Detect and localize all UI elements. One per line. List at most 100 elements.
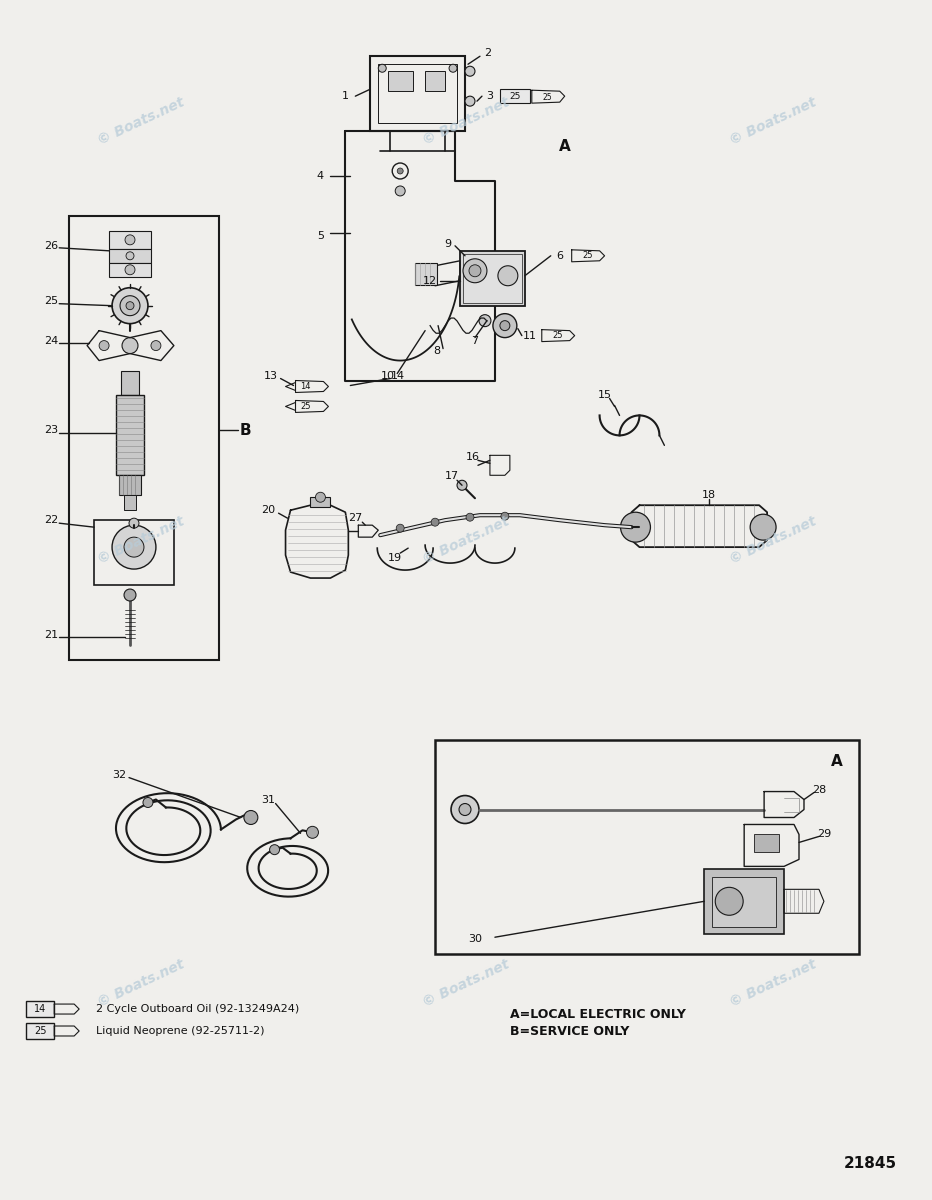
Text: © Boats.net: © Boats.net — [727, 95, 818, 148]
Text: Liquid Neoprene (92-25711-2): Liquid Neoprene (92-25711-2) — [96, 1026, 265, 1036]
Circle shape — [469, 265, 481, 277]
Circle shape — [465, 96, 475, 106]
Text: 26: 26 — [44, 241, 59, 251]
Text: 6: 6 — [556, 251, 563, 260]
Bar — [463, 254, 522, 302]
Text: 1: 1 — [342, 91, 349, 101]
Circle shape — [449, 65, 457, 72]
Text: 2: 2 — [485, 48, 491, 59]
Circle shape — [459, 804, 471, 816]
Bar — [26, 1024, 54, 1039]
Text: 17: 17 — [445, 472, 459, 481]
Bar — [500, 89, 529, 103]
Text: A: A — [559, 138, 570, 154]
Bar — [705, 869, 784, 935]
Text: 7: 7 — [472, 336, 478, 346]
Text: 21: 21 — [44, 630, 59, 640]
Text: © Boats.net: © Boats.net — [420, 95, 512, 148]
Text: 31: 31 — [262, 794, 276, 804]
Text: © Boats.net: © Boats.net — [95, 95, 186, 148]
Text: © Boats.net: © Boats.net — [420, 514, 512, 566]
Bar — [94, 520, 174, 586]
Text: 25: 25 — [582, 251, 593, 260]
Text: 32: 32 — [112, 769, 126, 780]
Circle shape — [151, 341, 161, 350]
Circle shape — [120, 295, 140, 316]
Circle shape — [498, 265, 518, 286]
Circle shape — [125, 265, 135, 275]
Circle shape — [99, 341, 109, 350]
Circle shape — [143, 798, 153, 808]
Text: 12: 12 — [423, 276, 437, 286]
Circle shape — [378, 65, 386, 72]
Text: 24: 24 — [44, 336, 59, 346]
Text: A: A — [831, 754, 843, 769]
Text: 27: 27 — [349, 514, 363, 523]
Circle shape — [493, 313, 517, 337]
Bar — [116, 396, 144, 475]
Circle shape — [621, 512, 651, 542]
Circle shape — [500, 512, 509, 520]
Bar — [109, 230, 151, 248]
Circle shape — [466, 514, 474, 521]
Text: 25: 25 — [543, 92, 553, 102]
Circle shape — [307, 827, 319, 839]
Circle shape — [479, 314, 491, 326]
Text: © Boats.net: © Boats.net — [95, 956, 186, 1009]
Text: 3: 3 — [487, 91, 493, 101]
Text: 14: 14 — [391, 371, 405, 380]
Bar — [754, 834, 779, 852]
Circle shape — [315, 492, 325, 503]
Text: 21845: 21845 — [843, 1156, 897, 1171]
Text: 13: 13 — [264, 371, 278, 380]
Text: 19: 19 — [388, 553, 403, 563]
Text: 25: 25 — [509, 91, 521, 101]
Bar — [124, 496, 136, 510]
Circle shape — [451, 796, 479, 823]
Text: 16: 16 — [466, 452, 480, 462]
Text: 20: 20 — [262, 505, 276, 515]
Text: © Boats.net: © Boats.net — [420, 956, 512, 1009]
Text: A=LOCAL ELECTRIC ONLY: A=LOCAL ELECTRIC ONLY — [510, 1008, 686, 1020]
Circle shape — [396, 524, 404, 532]
Bar — [435, 739, 858, 954]
Circle shape — [269, 845, 280, 854]
Circle shape — [122, 337, 138, 354]
Circle shape — [124, 589, 136, 601]
Text: 25: 25 — [553, 331, 563, 340]
Bar — [310, 497, 331, 508]
Text: 28: 28 — [812, 785, 826, 794]
Circle shape — [465, 66, 475, 77]
Bar — [121, 371, 139, 396]
Bar — [370, 56, 465, 131]
Text: 4: 4 — [317, 170, 324, 181]
Text: 23: 23 — [44, 425, 59, 436]
Text: 11: 11 — [523, 331, 537, 341]
Circle shape — [395, 186, 405, 196]
Text: © Boats.net: © Boats.net — [727, 514, 818, 566]
Bar — [109, 263, 151, 277]
Circle shape — [463, 259, 487, 283]
Circle shape — [432, 518, 439, 526]
Circle shape — [112, 288, 148, 324]
Circle shape — [126, 301, 134, 310]
Text: 5: 5 — [317, 230, 324, 241]
Circle shape — [500, 320, 510, 331]
Text: B=SERVICE ONLY: B=SERVICE ONLY — [510, 1026, 629, 1038]
Bar — [712, 877, 776, 928]
Circle shape — [124, 538, 144, 557]
Circle shape — [397, 168, 404, 174]
Circle shape — [125, 235, 135, 245]
Bar — [460, 251, 525, 306]
Bar — [389, 71, 413, 91]
Text: 2 Cycle Outboard Oil (92-13249A24): 2 Cycle Outboard Oil (92-13249A24) — [96, 1004, 299, 1014]
Bar — [119, 475, 141, 496]
Text: 10: 10 — [381, 371, 395, 380]
Circle shape — [129, 518, 139, 528]
Text: 8: 8 — [433, 346, 441, 355]
Text: © Boats.net: © Boats.net — [727, 956, 818, 1009]
Text: B: B — [240, 422, 252, 438]
Text: 14: 14 — [300, 382, 310, 391]
Text: 14: 14 — [34, 1004, 47, 1014]
Circle shape — [112, 526, 156, 569]
